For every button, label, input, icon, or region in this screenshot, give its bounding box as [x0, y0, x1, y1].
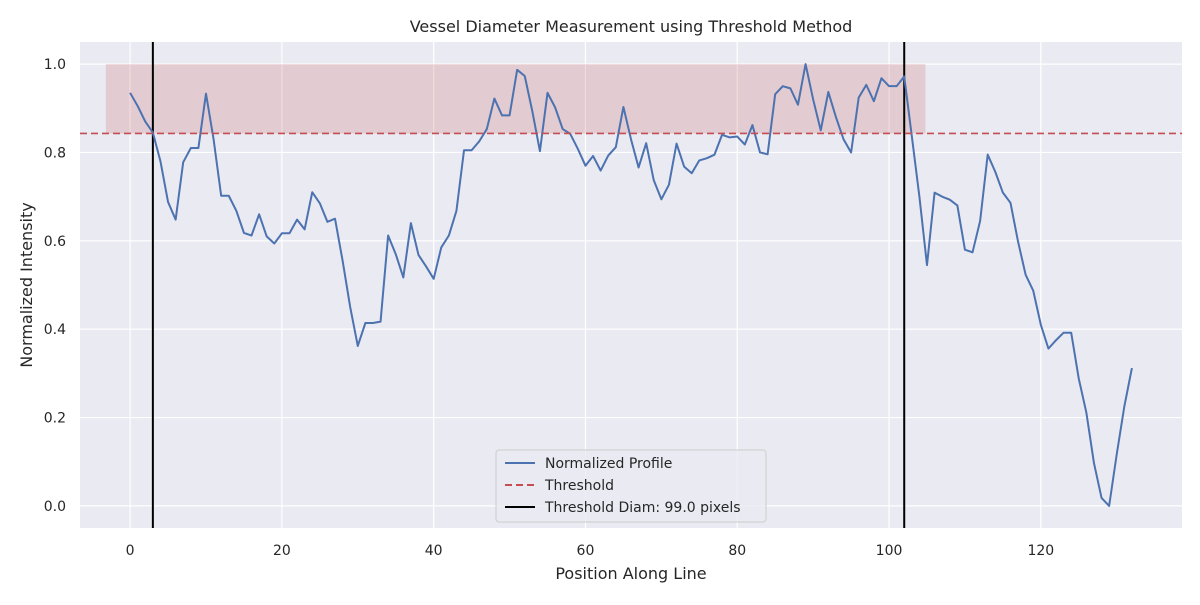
y-axis-label: Normalized Intensity [17, 202, 36, 367]
x-tick-label: 40 [425, 543, 443, 559]
legend-label-normalized-profile: Normalized Profile [545, 456, 672, 472]
y-tick-label: 0.4 [44, 322, 66, 338]
tick-labels: 0 20 40 60 80 100 120 0.0 0.2 0.4 0.6 0.8 1.0 [44, 57, 1054, 559]
y-tick-label: 1.0 [44, 57, 66, 73]
x-axis-label: Position Along Line [555, 564, 706, 583]
series-layer [80, 63, 1182, 507]
legend-label-threshold: Threshold [544, 478, 614, 494]
x-tick-label: 20 [273, 543, 291, 559]
x-tick-label: 120 [1027, 543, 1054, 559]
plot-area [80, 42, 1182, 528]
x-tick-label: 0 [126, 543, 135, 559]
x-tick-label: 100 [876, 543, 903, 559]
y-tick-label: 0.0 [44, 499, 66, 515]
x-tick-label: 60 [577, 543, 595, 559]
y-tick-label: 0.2 [44, 411, 66, 427]
legend-label-threshold-diameter: Threshold Diam: 99.0 pixels [544, 500, 741, 516]
reference-lines-layer [151, 42, 906, 528]
y-tick-label: 0.8 [44, 145, 66, 161]
legend-box [495, 449, 767, 523]
normalized-profile-line [129, 63, 1133, 507]
legend: Normalized Profile Threshold Threshold D… [495, 449, 767, 523]
x-tick-label: 80 [728, 543, 746, 559]
y-tick-label: 0.6 [44, 234, 66, 250]
chart-title: Vessel Diameter Measurement using Thresh… [410, 17, 853, 36]
